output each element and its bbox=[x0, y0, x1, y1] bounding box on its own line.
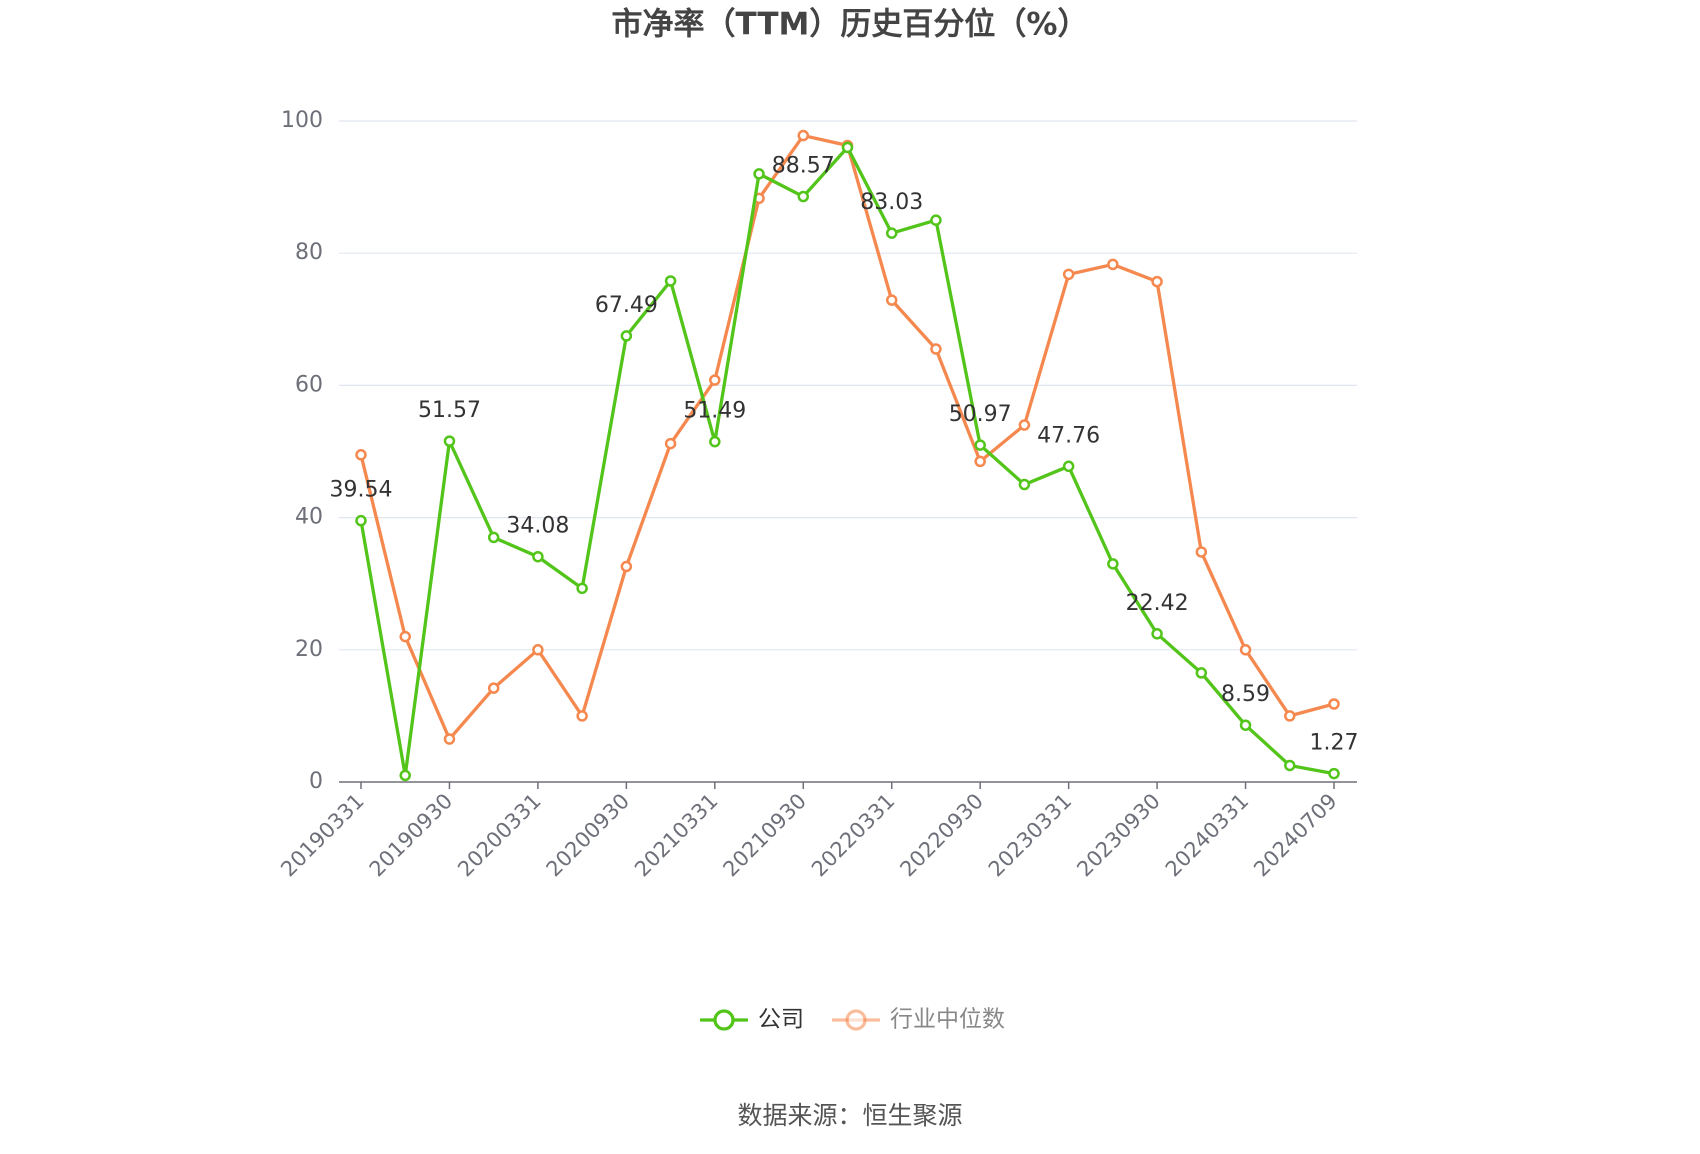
data-label: 39.54 bbox=[330, 478, 393, 503]
data-point bbox=[1284, 759, 1296, 772]
series-line bbox=[359, 133, 1335, 743]
data-point bbox=[885, 227, 898, 239]
x-tick-label: 20220930 bbox=[895, 789, 988, 882]
data-point bbox=[797, 190, 810, 203]
data-point bbox=[930, 343, 942, 355]
x-tick-label: 20220331 bbox=[807, 789, 900, 882]
data-label: 1.27 bbox=[1310, 731, 1359, 756]
data-label: 22.42 bbox=[1126, 591, 1189, 616]
data-point bbox=[399, 769, 411, 782]
data-point bbox=[1018, 419, 1031, 431]
data-point bbox=[576, 710, 588, 722]
y-tick-label: 20 bbox=[295, 637, 323, 662]
data-point bbox=[443, 733, 456, 745]
x-tick-label: 20230331 bbox=[984, 789, 1077, 882]
data-point bbox=[443, 435, 456, 447]
data-label: 88.57 bbox=[772, 154, 835, 179]
data-point bbox=[797, 129, 810, 142]
data-point bbox=[1107, 258, 1119, 271]
y-tick-label: 40 bbox=[295, 505, 323, 530]
data-point bbox=[1239, 644, 1252, 656]
data-point bbox=[974, 439, 986, 451]
data-point bbox=[1328, 698, 1340, 710]
data-point bbox=[974, 455, 986, 468]
data-point bbox=[885, 294, 898, 306]
x-tick-label: 20210930 bbox=[718, 789, 811, 882]
data-point bbox=[1151, 275, 1163, 288]
data-label: 34.08 bbox=[506, 514, 569, 539]
data-point bbox=[1018, 478, 1031, 491]
x-tick-label: 20190930 bbox=[365, 789, 458, 882]
data-point bbox=[664, 437, 677, 450]
legend-marker[interactable] bbox=[713, 1009, 735, 1031]
data-point bbox=[620, 330, 633, 342]
x-tick-label: 20230930 bbox=[1072, 789, 1165, 882]
legend-label[interactable]: 公司 bbox=[758, 1007, 804, 1033]
data-point bbox=[709, 435, 721, 448]
data-point bbox=[532, 644, 544, 656]
data-point bbox=[664, 275, 677, 287]
data-label: 50.97 bbox=[949, 402, 1012, 427]
data-point bbox=[930, 214, 942, 226]
data-point bbox=[355, 514, 367, 527]
data-point bbox=[620, 560, 633, 573]
x-tick-label: 20200930 bbox=[542, 789, 635, 882]
y-tick-label: 80 bbox=[295, 240, 323, 265]
data-point bbox=[487, 682, 500, 694]
data-point bbox=[355, 449, 367, 461]
data-point bbox=[1062, 460, 1075, 473]
data-point bbox=[709, 374, 721, 386]
x-tick-label: 20240709 bbox=[1249, 789, 1342, 882]
data-point bbox=[1239, 719, 1252, 731]
x-tick-label: 20210331 bbox=[630, 789, 723, 882]
data-point bbox=[753, 168, 765, 180]
data-point bbox=[1328, 767, 1340, 780]
data-point bbox=[399, 630, 411, 643]
source-note: 数据来源：恒生聚源 bbox=[737, 1101, 962, 1130]
data-point bbox=[1062, 268, 1075, 281]
y-tick-label: 60 bbox=[295, 372, 323, 397]
data-label: 51.57 bbox=[418, 398, 481, 423]
data-label: 47.76 bbox=[1037, 423, 1100, 448]
x-tick-label: 20240331 bbox=[1161, 789, 1254, 882]
data-point bbox=[1107, 558, 1119, 570]
x-tick-label: 20200331 bbox=[453, 789, 546, 882]
data-point bbox=[576, 582, 588, 595]
data-point bbox=[532, 550, 544, 563]
data-label: 51.49 bbox=[683, 399, 746, 424]
data-point bbox=[1195, 667, 1208, 679]
data-label: 83.03 bbox=[860, 190, 923, 215]
data-point bbox=[1284, 710, 1296, 722]
legend-label[interactable]: 行业中位数 bbox=[890, 1007, 1005, 1033]
y-tick-label: 100 bbox=[281, 108, 323, 133]
y-tick-label: 0 bbox=[309, 769, 323, 794]
data-point bbox=[841, 141, 854, 154]
data-point bbox=[487, 531, 500, 544]
chart-title: 市净率（TTM）历史百分位（%） bbox=[612, 7, 1089, 43]
data-label: 8.59 bbox=[1221, 682, 1270, 707]
legend-marker[interactable] bbox=[845, 1009, 867, 1031]
data-label: 67.49 bbox=[595, 293, 658, 318]
data-point bbox=[1151, 628, 1163, 640]
data-point bbox=[1195, 546, 1208, 558]
x-tick-label: 20190331 bbox=[276, 789, 369, 882]
